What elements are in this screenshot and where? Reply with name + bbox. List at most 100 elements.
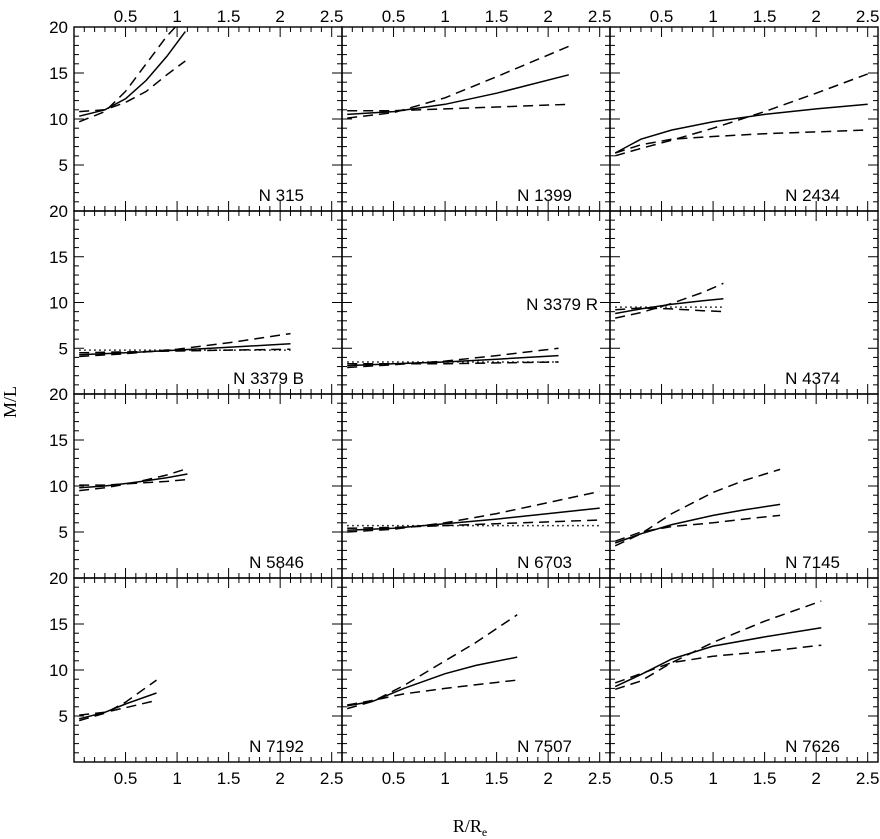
x-tick-label-top: 0.5: [114, 7, 138, 26]
series-line-dashed: [79, 60, 186, 113]
x-tick-label-bottom: 1: [172, 769, 181, 788]
x-axis-label: R/Re: [453, 816, 487, 839]
x-tick-label-top: 2: [275, 7, 284, 26]
x-tick-label-top: 2.5: [856, 7, 880, 26]
panel-frame: [341, 393, 611, 579]
panel-n-3379-b: 5 10 15 20 N 3379 B: [49, 202, 343, 395]
series-line-dashed: [79, 467, 188, 492]
x-tick-label-bottom: 2.5: [320, 769, 344, 788]
x-tick-label-top: 0.5: [382, 7, 406, 26]
x-tick-label-bottom: 1.5: [217, 769, 241, 788]
series-line-dashed: [78, 679, 157, 722]
x-tick-label-bottom: 2.5: [588, 769, 612, 788]
series-line-dashed: [79, 478, 188, 486]
series-line-dashed: [347, 519, 600, 530]
x-tick-label-top: 1.5: [485, 7, 509, 26]
panel-label: N 7626: [785, 737, 840, 756]
x-tick-label-top: 2.5: [320, 7, 344, 26]
series-line-dashed: [347, 347, 559, 369]
series-line-dashed: [347, 45, 570, 119]
y-tick-label: 5: [59, 523, 68, 542]
series-line-solid: [347, 507, 600, 531]
y-axis-label: M/L: [0, 386, 20, 418]
series-line-dashed: [79, 332, 291, 358]
y-tick-label: 15: [49, 64, 68, 83]
y-tick-label: 10: [49, 477, 68, 496]
series-line-dashed: [79, 699, 157, 716]
series-line-dashed: [615, 307, 724, 313]
series-line-solid: [347, 354, 559, 367]
series-line-dashed: [347, 361, 559, 365]
panel-label: N 2434: [785, 186, 840, 205]
series-line-dashed: [615, 282, 724, 319]
panel-frame: [609, 393, 879, 579]
x-axis-label-text: R/Re: [453, 816, 487, 839]
series-line-solid: [347, 656, 518, 707]
panel-label: N 4374: [785, 369, 840, 388]
series-line-dashed: [614, 600, 822, 691]
y-tick-label: 5: [59, 156, 68, 175]
panel-n-2434: 0.5 1 1.5 2 2.5 N 2434: [609, 7, 880, 212]
series-line-solid: [79, 342, 291, 356]
x-tick-label-bottom: 2.5: [856, 769, 880, 788]
series-line-dashed: [347, 490, 600, 533]
series-line-solid: [79, 31, 186, 117]
panel-n-5846: 5 10 15 20 N 5846: [49, 385, 343, 579]
x-tick-label-top: 1: [440, 7, 449, 26]
series-line-solid: [347, 74, 569, 116]
y-tick-label: 10: [49, 661, 68, 680]
panel-n-4374: N 4374: [609, 210, 879, 395]
series-line-dashed: [347, 103, 569, 112]
x-tick-label-bottom: 1.5: [485, 769, 509, 788]
panel-n-7626: 0.5 1 1.5 2 2.5 N 7626: [609, 577, 880, 788]
y-tick-label: 20: [49, 18, 68, 37]
y-tick-label: 20: [49, 385, 68, 404]
series-line-solid: [615, 298, 724, 315]
x-tick-label-bottom: 2: [543, 769, 552, 788]
panel-label: N 5846: [249, 553, 304, 572]
panel-frame: [609, 210, 879, 395]
panel-label: N 1399: [517, 186, 572, 205]
series-line-dashed: [347, 679, 518, 706]
panel-n-1399: 0.5 1 1.5 2 2.5 N 1399: [341, 7, 612, 212]
series-line-dashed: [614, 73, 868, 157]
y-tick-label: 20: [49, 202, 68, 221]
x-tick-label-top: 2: [543, 7, 552, 26]
panel-n-7145: N 7145: [609, 393, 879, 579]
panel-n-315: 5 10 15 20 0.5 1 1.5 2 2.5 N 315: [49, 7, 344, 212]
x-tick-label-top: 1.5: [217, 7, 241, 26]
panel-n-3379-r: N 3379 R: [341, 210, 611, 395]
y-axis-label-text: M/L: [0, 386, 20, 418]
panel-n-7192: 5 10 15 20 0.5 1 1.5 2 2.5 N 7192: [49, 569, 343, 788]
panel-frame: [341, 577, 611, 763]
panel-label: N 3379 B: [233, 369, 304, 388]
series-line-dashed: [614, 129, 868, 154]
y-tick-label: 10: [49, 110, 68, 129]
panel-label: N 7192: [249, 737, 304, 756]
y-tick-label: 20: [49, 569, 68, 588]
series-line-dashed: [78, 24, 178, 123]
y-tick-label: 15: [49, 248, 68, 267]
y-tick-label: 5: [59, 707, 68, 726]
x-tick-label-bottom: 1.5: [753, 769, 777, 788]
series-line-dashed: [614, 514, 781, 542]
series-line-dashed: [346, 614, 518, 710]
x-tick-label-bottom: 0.5: [382, 769, 406, 788]
series-line-dashed: [614, 468, 781, 547]
x-tick-label-bottom: 2: [811, 769, 820, 788]
x-tick-label-top: 1.5: [753, 7, 777, 26]
x-tick-label-bottom: 1: [440, 769, 449, 788]
series-line-solid: [614, 103, 868, 154]
panel-frame: [73, 210, 343, 395]
x-axis-label-main: R/R: [453, 816, 482, 836]
panel-label: N 7145: [785, 553, 840, 572]
series-line-dashed: [79, 348, 291, 354]
x-tick-label-bottom: 1: [708, 769, 717, 788]
panel-label: N 315: [259, 186, 304, 205]
x-tick-label-bottom: 2: [275, 769, 284, 788]
y-tick-label: 10: [49, 294, 68, 313]
x-tick-label-bottom: 0.5: [650, 769, 674, 788]
panel-frame: [73, 577, 343, 763]
